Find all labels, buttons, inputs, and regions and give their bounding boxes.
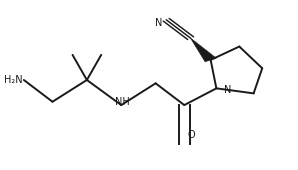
Text: H₂N: H₂N: [4, 75, 22, 85]
Text: N: N: [155, 18, 162, 28]
Polygon shape: [191, 38, 216, 62]
Text: NH: NH: [115, 97, 130, 107]
Text: O: O: [188, 130, 195, 140]
Text: N: N: [224, 85, 231, 95]
